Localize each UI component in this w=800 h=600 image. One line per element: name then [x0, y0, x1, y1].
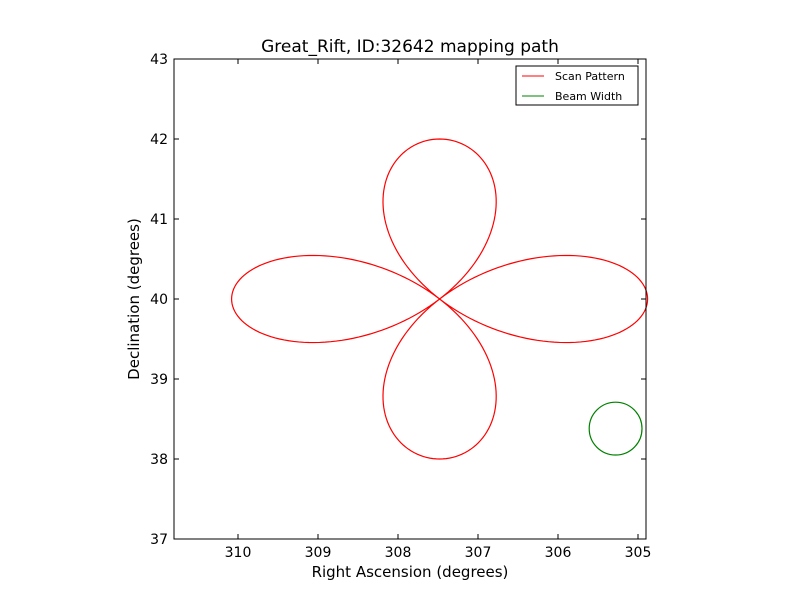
x-tick-label: 308 — [385, 545, 412, 561]
legend-box — [515, 65, 639, 106]
chart-title: Great_Rift, ID:32642 mapping path — [261, 37, 559, 57]
legend-label-beam-width: Beam Width — [555, 90, 622, 103]
x-tick-label: 305 — [625, 545, 652, 561]
y-axis-label: Declination (degrees) — [125, 218, 143, 380]
x-tick-label: 309 — [305, 545, 332, 561]
scan-pattern-line — [231, 138, 649, 460]
y-tick-label: 41 — [150, 212, 168, 228]
plot-area — [174, 59, 646, 539]
x-tick-label: 307 — [465, 545, 492, 561]
y-tick-label: 42 — [150, 132, 168, 148]
y-tick-label: 43 — [150, 52, 168, 68]
y-tick-label: 37 — [150, 532, 168, 548]
beam-width-circle — [588, 401, 643, 456]
ticks-layer: 310 309 308 307 306 305 37 38 39 40 41 42 43 — [150, 52, 651, 561]
y-tick-label: 38 — [150, 452, 168, 468]
y-tick-label: 40 — [150, 292, 168, 308]
y-tick-label: 39 — [150, 372, 168, 388]
axes-frame — [173, 58, 647, 540]
data-layer — [231, 138, 649, 460]
x-tick-label: 310 — [225, 545, 252, 561]
x-tick-label: 306 — [545, 545, 572, 561]
legend-label-scan-pattern: Scan Pattern — [555, 70, 625, 83]
x-axis-label: Right Ascension (degrees) — [312, 563, 509, 581]
legend: Scan Pattern Beam Width — [515, 65, 639, 106]
